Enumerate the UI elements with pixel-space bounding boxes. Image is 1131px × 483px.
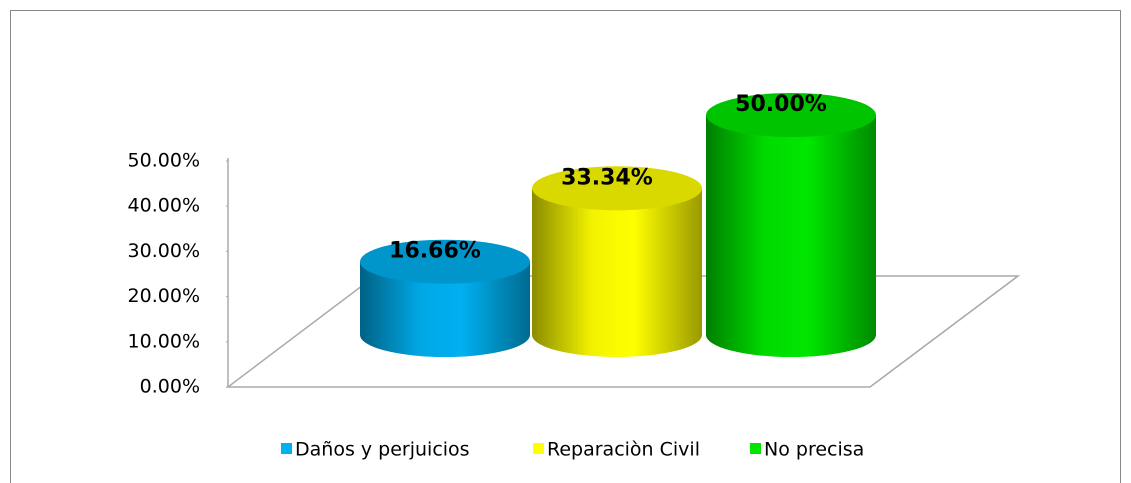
cylinder-top — [706, 93, 876, 137]
value-label: 16.66% — [389, 239, 481, 264]
legend-swatch — [750, 443, 761, 454]
value-label: 50.00% — [735, 92, 827, 117]
cylinder-top — [532, 166, 702, 211]
legend-label: Reparaciòn Civil — [547, 439, 700, 461]
chart-border — [10, 10, 1121, 483]
y-tick-label: 50.00% — [128, 150, 200, 172]
cylinder-body — [532, 188, 702, 357]
y-tick-label: 40.00% — [128, 195, 200, 217]
cylinder-body — [360, 261, 530, 357]
legend-swatch — [281, 443, 292, 454]
y-tick-label: 20.00% — [128, 285, 200, 307]
legend-label: Daños y perjuicios — [295, 439, 470, 461]
y-tick-label: 0.00% — [140, 376, 200, 398]
legend-swatch — [533, 443, 544, 454]
floor — [225, 275, 1021, 388]
cylinder-body — [706, 115, 876, 357]
y-tick-label: 30.00% — [128, 240, 200, 262]
y-tick-label: 10.00% — [128, 330, 200, 352]
value-label: 33.34% — [561, 165, 653, 190]
cylinder-top — [360, 239, 530, 284]
legend-label: No precisa — [764, 439, 864, 461]
